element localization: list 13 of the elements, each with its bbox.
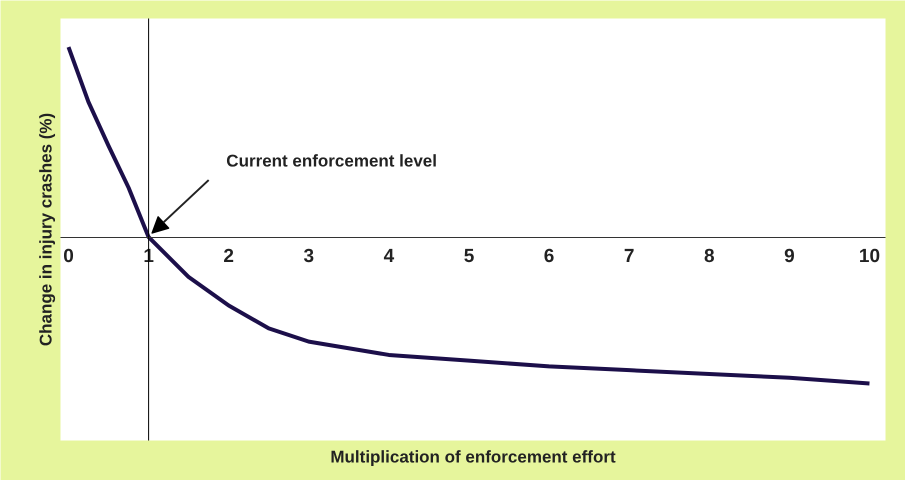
x-tick-label: 8 — [704, 246, 715, 268]
x-axis-title: Multiplication of enforcement effort — [330, 448, 616, 466]
x-tick-label: 9 — [784, 246, 795, 268]
x-tick-label: 7 — [624, 246, 634, 268]
annotation: Current enforcement level — [226, 152, 437, 171]
x-tick-label: 6 — [544, 246, 554, 268]
x-tick-label: 2 — [223, 246, 234, 268]
x-tick-label: 0 — [63, 246, 74, 268]
x-tick-label: 5 — [464, 246, 475, 268]
x-tick-label: 3 — [304, 246, 314, 268]
x-tick-label: 4 — [384, 246, 395, 268]
y-axis-title: Change in injury crashes (%) — [36, 112, 56, 346]
x-tick-label: 10 — [858, 246, 880, 268]
